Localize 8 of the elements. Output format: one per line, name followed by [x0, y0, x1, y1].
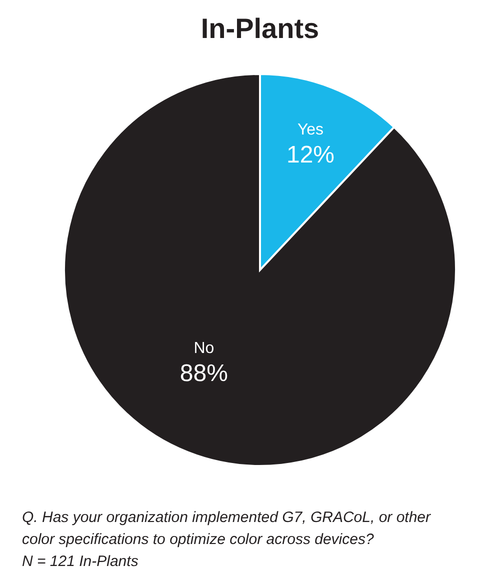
- slice-label: No: [194, 340, 214, 358]
- pie-slice: [63, 73, 457, 467]
- text: Q. Has your organization implemented G7, GRACoL, or other color specifications to optimize color across devices?: [22, 509, 432, 548]
- text: N = 121 In-Plants: [22, 553, 139, 570]
- data-label: 88%: [180, 360, 228, 388]
- slice-label: Yes: [297, 121, 324, 138]
- data-label: 12%: [286, 141, 335, 168]
- chart-title: In-Plants: [200, 13, 320, 44]
